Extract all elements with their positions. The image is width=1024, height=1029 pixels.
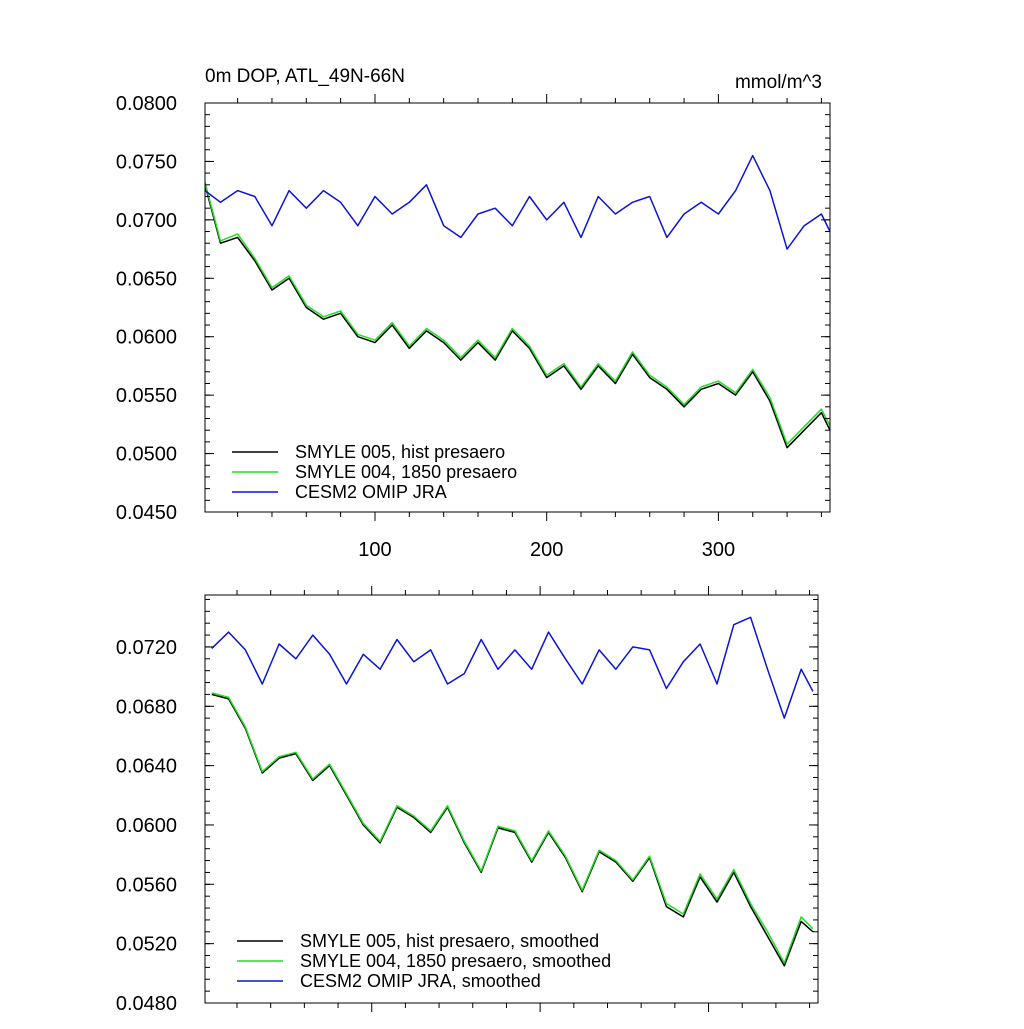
chart-title: 0m DOP, ATL_49N-66N	[205, 66, 405, 87]
chart-panel-2: 0.0480 0.0520 0.0560 0.0600 0.0640 0.0680 0.07…	[116, 586, 819, 1015]
x-tick-label: 300	[702, 539, 735, 561]
plot-frame	[204, 102, 831, 513]
y-tick-label: 0.0640	[116, 756, 177, 778]
y-tick-label: 0.0600	[116, 327, 177, 349]
x-tick-label: 200	[530, 539, 563, 561]
series-line-3	[204, 154, 831, 250]
chart-units: mmol/m^3	[735, 72, 822, 93]
legend-label-2: SMYLE 004, 1850 presaero	[295, 462, 517, 482]
plot-frame	[204, 594, 819, 1004]
y-tick-label: 0.0750	[116, 151, 177, 173]
y-tick-label: 0.0450	[116, 502, 177, 524]
series-line-2	[211, 692, 814, 964]
y-tick-label: 0.0550	[116, 385, 177, 407]
series-line-1	[204, 184, 831, 449]
series-line-2	[204, 182, 831, 445]
x-tick-label: 100	[358, 539, 391, 561]
legend-label-1: SMYLE 005, hist presaero, smoothed	[300, 931, 599, 951]
chart-panel-1: 0.0450 0.0500 0.0550 0.0600 0.0650 0.0700 0.07…	[116, 66, 831, 561]
y-tick-label: 0.0800	[116, 93, 177, 115]
y-tick-label: 0.0680	[116, 696, 177, 718]
y-tick-label: 0.0720	[116, 637, 177, 659]
y-tick-label: 0.0520	[116, 934, 177, 956]
y-tick-label: 0.0600	[116, 815, 177, 837]
legend: SMYLE 005, hist presaero, smoothedSMYLE …	[237, 931, 611, 991]
legend-label-3: CESM2 OMIP JRA	[295, 482, 447, 502]
y-tick-label: 0.0650	[116, 268, 177, 290]
y-tick-label: 0.0480	[116, 993, 177, 1015]
legend-label-1: SMYLE 005, hist presaero	[295, 442, 505, 462]
legend-label-2: SMYLE 004, 1850 presaero, smoothed	[300, 951, 611, 971]
legend-label-3: CESM2 OMIP JRA, smoothed	[300, 971, 541, 991]
series-line-3	[211, 616, 814, 719]
y-tick-label: 0.0700	[116, 210, 177, 232]
y-tick-label: 0.0500	[116, 444, 177, 466]
y-tick-label: 0.0560	[116, 874, 177, 896]
